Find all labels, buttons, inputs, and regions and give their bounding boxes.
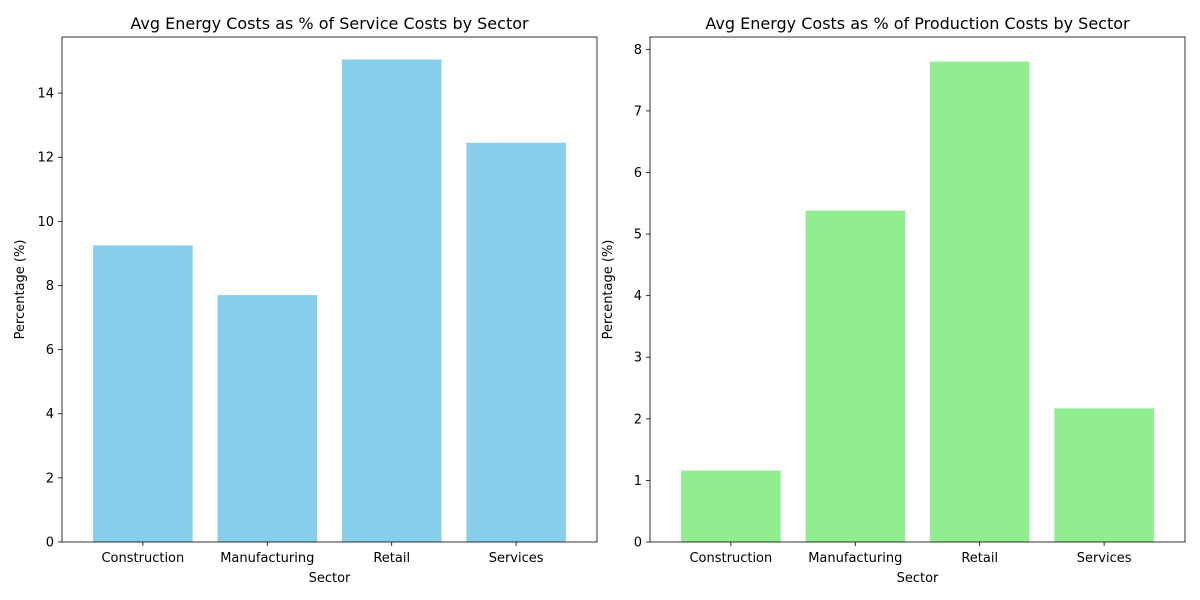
x-tick-label: Retail <box>961 551 998 566</box>
bar-retail <box>929 61 1030 542</box>
bar-retail <box>341 59 442 542</box>
bar-manufacturing <box>217 295 318 542</box>
y-tick-label: 1 <box>634 474 642 489</box>
x-tick-label: Construction <box>689 551 772 566</box>
x-axis-label: Sector <box>309 571 351 586</box>
y-tick-label: 4 <box>46 407 54 422</box>
axes-frame <box>649 36 1186 543</box>
y-tick-label: 8 <box>634 43 642 58</box>
y-tick-label: 14 <box>37 87 54 102</box>
x-tick-label: Manufacturing <box>220 551 314 566</box>
y-tick-label: 2 <box>634 412 642 427</box>
chart-title: Avg Energy Costs as % of Service Costs b… <box>130 14 529 33</box>
y-tick-label: 5 <box>634 228 642 243</box>
bar-services <box>466 142 566 543</box>
chart-title: Avg Energy Costs as % of Production Cost… <box>705 14 1130 33</box>
y-tick-label: 10 <box>37 215 54 230</box>
y-tick-label: 0 <box>46 536 54 551</box>
x-axis-label: Sector <box>897 571 939 586</box>
y-tick-label: 8 <box>46 279 54 294</box>
x-tick-label: Services <box>1077 551 1132 566</box>
chart-production-costs: Avg Energy Costs as % of Production Cost… <box>601 14 1186 586</box>
bar-construction <box>93 245 193 542</box>
y-axis-label: Percentage (%) <box>601 240 616 340</box>
y-tick-label: 6 <box>46 343 54 358</box>
x-tick-label: Retail <box>373 551 410 566</box>
bar-construction <box>681 470 781 542</box>
y-tick-label: 4 <box>634 289 642 304</box>
y-tick-label: 0 <box>634 536 642 551</box>
y-tick-label: 12 <box>37 151 54 166</box>
x-tick-label: Construction <box>101 551 184 566</box>
bar-manufacturing <box>805 210 906 543</box>
x-tick-label: Manufacturing <box>808 551 902 566</box>
bar-services <box>1054 408 1154 542</box>
y-tick-label: 7 <box>634 104 642 119</box>
chart-service-costs: Avg Energy Costs as % of Service Costs b… <box>13 14 598 586</box>
y-tick-label: 3 <box>634 351 642 366</box>
y-axis-label: Percentage (%) <box>13 240 28 340</box>
y-tick-label: 2 <box>46 471 54 486</box>
x-tick-label: Services <box>489 551 544 566</box>
axes-frame <box>61 36 598 543</box>
y-tick-label: 6 <box>634 166 642 181</box>
